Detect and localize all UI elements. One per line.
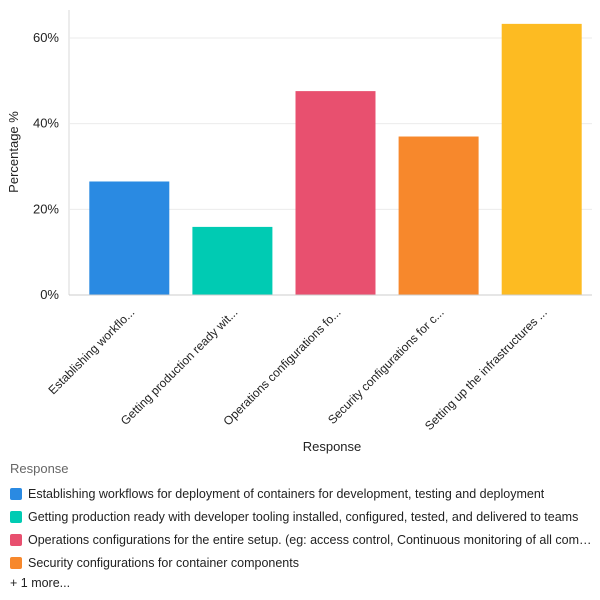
x-tick-label: Security configurations for c... [325, 305, 447, 427]
y-axis-title: Percentage % [6, 111, 21, 193]
legend-item[interactable]: Getting production ready with developer … [10, 505, 595, 528]
legend-label: Operations configurations for the entire… [28, 532, 595, 547]
legend-swatch [10, 510, 22, 523]
bar [501, 23, 582, 296]
y-tick-label: 0% [40, 287, 59, 302]
x-tick-label: Operations configurations fo... [221, 305, 344, 428]
x-axis-title: Response [303, 439, 362, 454]
legend-item[interactable]: Establishing workflows for deployment of… [10, 482, 595, 505]
x-tick-label: Getting production ready wit... [118, 305, 241, 428]
legend-swatch [10, 556, 22, 569]
legend-more-link[interactable]: + 1 more... [10, 576, 71, 590]
legend-label: Getting production ready with developer … [28, 509, 579, 524]
legend-label: Establishing workflows for deployment of… [28, 486, 545, 501]
bar [89, 181, 170, 295]
legend: Response Establishing workflows for depl… [10, 461, 595, 590]
bar [192, 226, 273, 295]
x-tick-label: Establishing workflo... [45, 305, 137, 397]
legend-swatch [10, 533, 22, 546]
legend-item[interactable]: Operations configurations for the entire… [10, 528, 595, 551]
legend-title: Response [10, 461, 69, 476]
bar-chart: 0% 20% 40% 60% Establishing workflo...Gettin… [6, 10, 592, 454]
bar [295, 91, 376, 295]
y-tick-label: 40% [33, 116, 59, 131]
legend-item[interactable]: Security configurations for container co… [10, 551, 595, 574]
x-tick-label: Setting up the infrastructures ... [422, 305, 550, 433]
legend-label: Security configurations for container co… [28, 555, 299, 570]
legend-swatch [10, 487, 22, 500]
y-tick-label: 60% [33, 30, 59, 45]
y-tick-label: 20% [33, 201, 59, 216]
bar [398, 136, 479, 295]
